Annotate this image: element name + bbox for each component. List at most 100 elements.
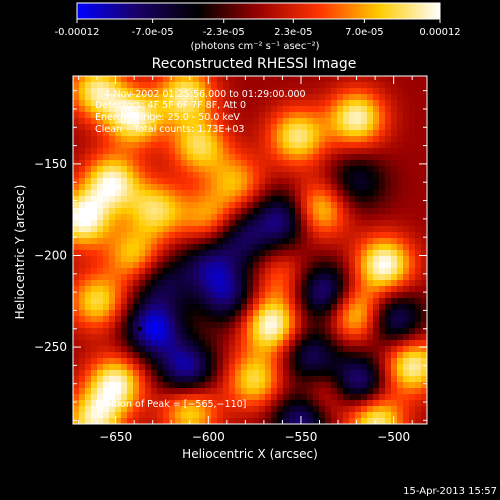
heatmap-cell bbox=[121, 406, 128, 413]
heatmap-cell bbox=[307, 94, 314, 101]
heatmap-cell bbox=[127, 238, 134, 245]
heatmap-cell bbox=[289, 340, 296, 347]
heatmap-cell bbox=[115, 274, 122, 281]
heatmap-cell bbox=[223, 370, 230, 377]
heatmap-cell bbox=[139, 310, 146, 317]
heatmap-cell bbox=[235, 244, 242, 251]
heatmap-cell bbox=[355, 160, 362, 167]
heatmap-cell bbox=[343, 130, 350, 137]
heatmap-cell bbox=[211, 148, 218, 155]
heatmap-cell bbox=[319, 232, 326, 239]
heatmap-cell bbox=[259, 370, 266, 377]
heatmap-cell bbox=[259, 352, 266, 359]
heatmap-cell bbox=[313, 214, 320, 221]
heatmap-cell bbox=[169, 268, 176, 275]
heatmap-cell bbox=[193, 418, 200, 424]
heatmap-cell bbox=[187, 208, 194, 215]
heatmap-cell bbox=[265, 334, 272, 341]
heatmap-cell bbox=[385, 214, 392, 221]
heatmap-cell bbox=[403, 118, 410, 125]
heatmap-cell bbox=[379, 124, 386, 131]
heatmap-cell bbox=[355, 364, 362, 371]
heatmap-cell bbox=[235, 334, 242, 341]
heatmap-cell bbox=[205, 352, 212, 359]
heatmap-cell bbox=[229, 124, 236, 131]
heatmap-cell bbox=[223, 76, 230, 83]
heatmap-cell bbox=[91, 340, 98, 347]
heatmap-cell bbox=[73, 406, 80, 413]
heatmap-cell bbox=[175, 154, 182, 161]
heatmap-cell bbox=[235, 214, 242, 221]
heatmap-cell bbox=[337, 316, 344, 323]
heatmap-cell bbox=[169, 286, 176, 293]
heatmap-cell bbox=[271, 112, 278, 119]
heatmap-cell bbox=[367, 418, 374, 424]
heatmap-cell bbox=[337, 154, 344, 161]
heatmap-cell bbox=[127, 226, 134, 233]
heatmap-cell bbox=[259, 172, 266, 179]
heatmap-cell bbox=[277, 250, 284, 257]
heatmap-cell bbox=[319, 304, 326, 311]
heatmap-cell bbox=[373, 76, 380, 83]
heatmap-cell bbox=[349, 412, 356, 419]
heatmap-cell bbox=[397, 340, 404, 347]
heatmap-cell bbox=[241, 334, 248, 341]
heatmap-cell bbox=[397, 154, 404, 161]
heatmap-cell bbox=[181, 196, 188, 203]
heatmap-cell bbox=[91, 376, 98, 383]
heatmap-cell bbox=[373, 280, 380, 287]
heatmap-cell bbox=[265, 94, 272, 101]
heatmap-cell bbox=[241, 160, 248, 167]
heatmap-cell bbox=[307, 406, 314, 413]
heatmap-cell bbox=[295, 412, 302, 419]
heatmap-cell bbox=[235, 154, 242, 161]
heatmap-cell bbox=[157, 250, 164, 257]
heatmap-cell bbox=[115, 322, 122, 329]
heatmap-cell bbox=[151, 352, 158, 359]
heatmap-cell bbox=[151, 88, 158, 95]
heatmap-cell bbox=[349, 190, 356, 197]
heatmap-cell bbox=[391, 226, 398, 233]
heatmap-cell bbox=[379, 154, 386, 161]
heatmap-cell bbox=[157, 190, 164, 197]
heatmap-cell bbox=[343, 160, 350, 167]
heatmap-cell bbox=[229, 274, 236, 281]
heatmap-cell bbox=[175, 370, 182, 377]
heatmap-cell bbox=[139, 382, 146, 389]
heatmap-cell bbox=[403, 100, 410, 107]
heatmap-cell bbox=[169, 82, 176, 89]
heatmap-cell bbox=[319, 118, 326, 125]
heatmap-cell bbox=[361, 160, 368, 167]
heatmap-cell bbox=[127, 136, 134, 143]
heatmap-cell bbox=[361, 244, 368, 251]
heatmap-cell bbox=[205, 280, 212, 287]
heatmap-cell bbox=[325, 82, 332, 89]
heatmap-cell bbox=[349, 166, 356, 173]
heatmap-cell bbox=[97, 346, 104, 353]
heatmap-cell bbox=[337, 322, 344, 329]
heatmap-cell bbox=[109, 346, 116, 353]
heatmap-cell bbox=[163, 418, 170, 424]
heatmap-cell bbox=[229, 100, 236, 107]
heatmap-cell bbox=[217, 136, 224, 143]
heatmap-cell bbox=[319, 142, 326, 149]
heatmap-cell bbox=[379, 406, 386, 413]
heatmap-cell bbox=[319, 262, 326, 269]
heatmap-cell bbox=[151, 208, 158, 215]
heatmap-cell bbox=[97, 184, 104, 191]
heatmap-cell bbox=[235, 76, 242, 83]
heatmap-cell bbox=[139, 76, 146, 83]
heatmap-cell bbox=[217, 286, 224, 293]
heatmap-cell bbox=[379, 412, 386, 419]
heatmap-cell bbox=[313, 148, 320, 155]
heatmap-cell bbox=[307, 358, 314, 365]
heatmap-cell bbox=[145, 208, 152, 215]
heatmap-cell bbox=[199, 328, 206, 335]
heatmap-cell bbox=[91, 190, 98, 197]
heatmap-cell bbox=[409, 160, 416, 167]
heatmap-cell bbox=[169, 76, 176, 83]
heatmap-cell bbox=[85, 352, 92, 359]
heatmap-cell bbox=[253, 196, 260, 203]
heatmap-cell bbox=[205, 160, 212, 167]
heatmap-cell bbox=[289, 100, 296, 107]
